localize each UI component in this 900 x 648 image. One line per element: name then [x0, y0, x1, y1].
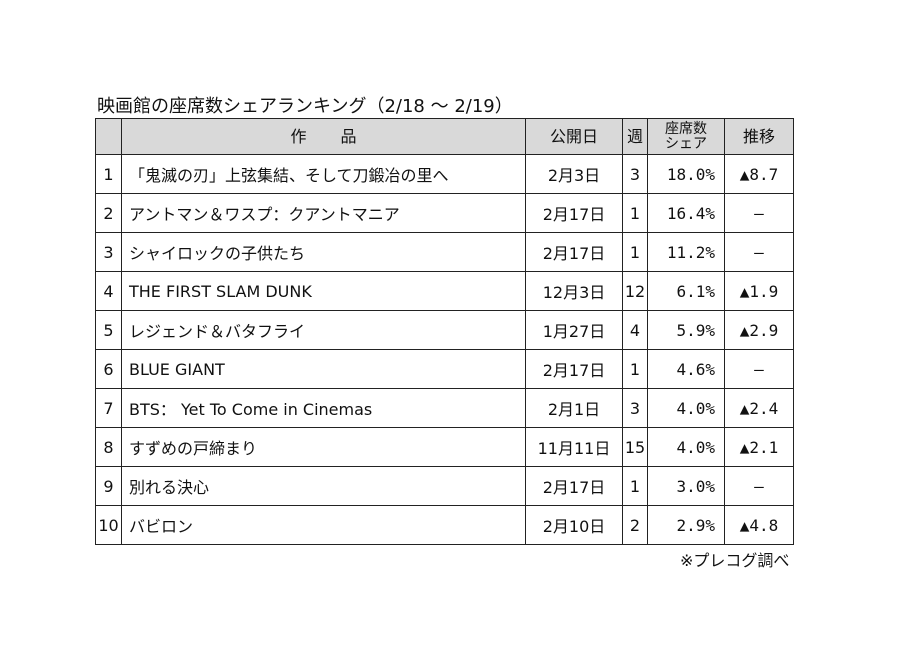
- trend-cell: ▲2.1: [724, 427, 794, 467]
- release-cell: 2月3日: [525, 154, 623, 194]
- table-row: 7 BTS： Yet To Come in Cinemas 2月1日 3 4.0…: [95, 388, 794, 428]
- release-cell: 2月1日: [525, 388, 623, 428]
- page-title: 映画館の座席数シェアランキング（2/18 〜 2/19）: [97, 96, 513, 117]
- header-work: 作品: [121, 118, 526, 155]
- release-cell: 2月17日: [525, 193, 623, 233]
- share-cell: 4.0%: [647, 427, 725, 467]
- table-row: 4 THE FIRST SLAM DUNK 12月3日 12 6.1% ▲1.9: [95, 271, 794, 311]
- title-cell: BLUE GIANT: [121, 349, 526, 389]
- rank-cell: 6: [95, 349, 122, 389]
- title-cell: アントマン＆ワスプ：クアントマニア: [121, 193, 526, 233]
- title-cell: バビロン: [121, 505, 526, 545]
- rank-cell: 7: [95, 388, 122, 428]
- rank-cell: 1: [95, 154, 122, 194]
- week-cell: 3: [622, 154, 648, 194]
- table-header-row: 作品 公開日 週 座席数 シェア 推移: [95, 118, 794, 155]
- ranking-table: 作品 公開日 週 座席数 シェア 推移 1 「鬼滅の刃」上弦集結、そして刀鍛冶の…: [95, 118, 794, 545]
- week-cell: 12: [622, 271, 648, 311]
- header-share-line1: 座席数: [665, 120, 707, 137]
- share-cell: 3.0%: [647, 466, 725, 506]
- share-cell: 16.4%: [647, 193, 725, 233]
- header-share-line2: シェア: [665, 135, 707, 152]
- table-row: 3 シャイロックの子供たち 2月17日 1 11.2% —: [95, 232, 794, 272]
- header-share: 座席数 シェア: [647, 118, 725, 155]
- week-cell: 2: [622, 505, 648, 545]
- title-cell: THE FIRST SLAM DUNK: [121, 271, 526, 311]
- rank-cell: 4: [95, 271, 122, 311]
- header-week: 週: [622, 118, 648, 155]
- trend-cell: ▲8.7: [724, 154, 794, 194]
- share-cell: 18.0%: [647, 154, 725, 194]
- title-cell: シャイロックの子供たち: [121, 232, 526, 272]
- title-cell: 別れる決心: [121, 466, 526, 506]
- trend-cell: —: [724, 232, 794, 272]
- release-cell: 11月11日: [525, 427, 623, 467]
- week-cell: 1: [622, 349, 648, 389]
- share-cell: 4.6%: [647, 349, 725, 389]
- release-cell: 2月17日: [525, 232, 623, 272]
- table-row: 2 アントマン＆ワスプ：クアントマニア 2月17日 1 16.4% —: [95, 193, 794, 233]
- trend-cell: —: [724, 349, 794, 389]
- title-cell: BTS： Yet To Come in Cinemas: [121, 388, 526, 428]
- rank-cell: 5: [95, 310, 122, 350]
- table-row: 9 別れる決心 2月17日 1 3.0% —: [95, 466, 794, 506]
- trend-cell: ▲2.4: [724, 388, 794, 428]
- week-cell: 4: [622, 310, 648, 350]
- share-cell: 2.9%: [647, 505, 725, 545]
- trend-cell: ▲2.9: [724, 310, 794, 350]
- week-cell: 3: [622, 388, 648, 428]
- trend-cell: —: [724, 466, 794, 506]
- release-cell: 1月27日: [525, 310, 623, 350]
- trend-cell: ▲4.8: [724, 505, 794, 545]
- share-cell: 6.1%: [647, 271, 725, 311]
- rank-cell: 3: [95, 232, 122, 272]
- trend-cell: —: [724, 193, 794, 233]
- week-cell: 1: [622, 232, 648, 272]
- header-rank: [95, 118, 122, 155]
- week-cell: 1: [622, 193, 648, 233]
- table-row: 5 レジェンド＆バタフライ 1月27日 4 5.9% ▲2.9: [95, 310, 794, 350]
- share-cell: 11.2%: [647, 232, 725, 272]
- release-cell: 2月17日: [525, 349, 623, 389]
- rank-cell: 9: [95, 466, 122, 506]
- rank-cell: 2: [95, 193, 122, 233]
- week-cell: 1: [622, 466, 648, 506]
- table-row: 1 「鬼滅の刃」上弦集結、そして刀鍛冶の里へ 2月3日 3 18.0% ▲8.7: [95, 154, 794, 194]
- trend-cell: ▲1.9: [724, 271, 794, 311]
- release-cell: 12月3日: [525, 271, 623, 311]
- source-footnote: ※プレコグ調べ: [680, 551, 790, 570]
- header-release: 公開日: [525, 118, 623, 155]
- table-row: 8 すずめの戸締まり 11月11日 15 4.0% ▲2.1: [95, 427, 794, 467]
- title-cell: レジェンド＆バタフライ: [121, 310, 526, 350]
- title-cell: すずめの戸締まり: [121, 427, 526, 467]
- release-cell: 2月17日: [525, 466, 623, 506]
- rank-cell: 10: [95, 505, 122, 545]
- rank-cell: 8: [95, 427, 122, 467]
- header-trend: 推移: [724, 118, 794, 155]
- share-cell: 4.0%: [647, 388, 725, 428]
- share-cell: 5.9%: [647, 310, 725, 350]
- week-cell: 15: [622, 427, 648, 467]
- table-row: 10 バビロン 2月10日 2 2.9% ▲4.8: [95, 505, 794, 545]
- release-cell: 2月10日: [525, 505, 623, 545]
- table-row: 6 BLUE GIANT 2月17日 1 4.6% —: [95, 349, 794, 389]
- title-cell: 「鬼滅の刃」上弦集結、そして刀鍛冶の里へ: [121, 154, 526, 194]
